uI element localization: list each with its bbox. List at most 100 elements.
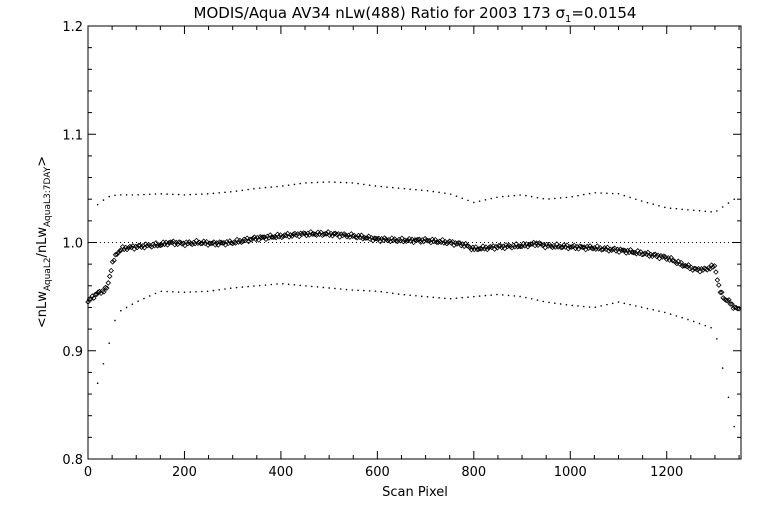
upper-bound-point xyxy=(548,198,550,200)
upper-bound-point xyxy=(131,194,134,196)
upper-bound-point xyxy=(160,193,163,195)
upper-bound-point xyxy=(206,193,209,195)
lower-bound-point xyxy=(154,292,157,295)
mean-point xyxy=(552,244,559,250)
x-tick-label: 1000 xyxy=(554,465,587,480)
lower-bound-point xyxy=(681,316,683,319)
upper-bound-point xyxy=(96,203,99,206)
upper-bound-point xyxy=(415,188,417,191)
upper-bound-point xyxy=(426,189,429,192)
lower-bound-point xyxy=(339,288,342,290)
mean-point xyxy=(593,246,599,252)
mean-point xyxy=(459,241,466,247)
lower-bound-point xyxy=(658,310,660,312)
mean-point xyxy=(714,277,721,283)
lower-bound-point xyxy=(218,288,220,291)
mean-point xyxy=(695,265,702,272)
lower-bound-point xyxy=(646,307,649,310)
lower-bound-point xyxy=(536,299,539,301)
upper-bound-point xyxy=(258,187,261,189)
lower-bound-point xyxy=(114,319,116,322)
upper-bound-point xyxy=(501,195,504,198)
mean-point xyxy=(418,239,424,245)
upper-bound-point xyxy=(305,182,307,184)
lower-bound-point xyxy=(438,297,440,299)
y-tick-label: 0.9 xyxy=(62,345,83,360)
lower-bound-point xyxy=(721,367,724,369)
lower-bound-point xyxy=(577,305,579,307)
upper-bound-point xyxy=(339,181,342,184)
lower-bound-point xyxy=(496,293,498,296)
mean-point xyxy=(734,305,741,312)
upper-bound-point xyxy=(166,193,168,195)
mean-point xyxy=(406,235,412,242)
mean-point xyxy=(303,232,310,239)
lower-bound-point xyxy=(166,290,168,293)
upper-bound-point xyxy=(577,194,579,197)
mean-point xyxy=(645,249,651,256)
mean-point xyxy=(666,257,673,263)
mean-point xyxy=(109,259,116,265)
upper-bound-point xyxy=(571,195,574,198)
lower-bound-point xyxy=(403,293,406,296)
series-upper-bound xyxy=(96,181,736,213)
lower-bound-point xyxy=(258,284,261,287)
x-tick-label: 800 xyxy=(461,465,486,480)
lower-bound-point xyxy=(513,295,516,297)
title-sigma-value: =0.0154 xyxy=(571,4,636,22)
lower-bound-point xyxy=(386,291,388,294)
upper-bound-point xyxy=(704,210,707,213)
lower-bound-point xyxy=(716,338,718,340)
lower-bound-point xyxy=(125,306,128,309)
mean-point xyxy=(127,243,133,250)
mean-point xyxy=(358,232,365,239)
mean-point xyxy=(111,257,117,264)
lower-bound-point xyxy=(380,290,383,293)
lower-bound-point xyxy=(206,290,209,293)
lower-bound-point xyxy=(554,302,556,305)
upper-bound-point xyxy=(143,193,145,196)
lower-bound-point xyxy=(119,309,122,312)
mean-point xyxy=(512,244,518,250)
upper-bound-point xyxy=(108,195,111,198)
lower-bound-point xyxy=(345,288,348,291)
lower-bound-point xyxy=(264,284,267,286)
upper-bound-point xyxy=(420,189,423,191)
x-tick-label: 1200 xyxy=(650,465,683,480)
mean-point xyxy=(468,246,475,253)
mean-point xyxy=(93,291,100,298)
lower-bound-point xyxy=(594,306,597,309)
lower-bound-point xyxy=(276,283,278,285)
mean-point xyxy=(167,239,174,245)
lower-bound-point xyxy=(397,293,400,295)
upper-bound-point xyxy=(351,182,354,184)
mean-point xyxy=(373,235,379,242)
upper-bound-point xyxy=(554,197,556,200)
upper-bound-point xyxy=(189,193,192,196)
lower-bound-point xyxy=(727,396,730,399)
lower-bound-point xyxy=(368,290,371,292)
lower-bound-point xyxy=(253,285,255,287)
lower-bound-point xyxy=(293,284,296,286)
series-mean xyxy=(85,229,742,312)
mean-point xyxy=(376,235,382,242)
upper-bound-point xyxy=(282,185,284,187)
upper-bound-point xyxy=(594,191,597,194)
upper-bound-point xyxy=(195,193,197,196)
upper-bound-point xyxy=(212,192,215,195)
lower-bound-point xyxy=(357,289,359,292)
upper-bound-point xyxy=(374,185,377,187)
x-tick-label: 400 xyxy=(268,465,293,480)
mean-point xyxy=(335,231,342,237)
mean-point xyxy=(164,242,171,248)
mean-point xyxy=(627,247,634,253)
mean-point xyxy=(581,244,588,250)
lower-bound-point xyxy=(96,382,99,385)
mean-point xyxy=(674,260,680,267)
mean-point xyxy=(151,243,158,249)
mean-point xyxy=(141,244,148,251)
upper-bound-point xyxy=(721,206,724,208)
lower-bound-point xyxy=(675,315,678,317)
mean-point xyxy=(716,282,722,288)
upper-bound-point xyxy=(270,186,273,188)
